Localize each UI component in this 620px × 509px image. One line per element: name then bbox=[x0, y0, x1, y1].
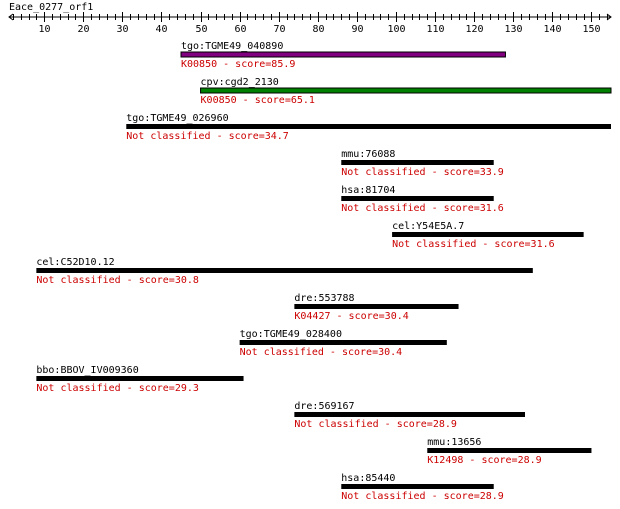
hit-classification-label[interactable]: Not classified - score=34.7 bbox=[126, 131, 289, 142]
hit-name[interactable]: tgo:TGME49_026960 bbox=[126, 113, 228, 124]
hit-bar[interactable] bbox=[36, 268, 533, 273]
hit-name[interactable]: mmu:13656 bbox=[427, 437, 481, 448]
hit-row[interactable]: cel:C52D10.12 Not classified - score=30.8 bbox=[36, 257, 533, 286]
hits-list: tgo:TGME49_040890 K00850 - score=85.9 cpv:… bbox=[36, 41, 612, 502]
ruler-tick-label: 30 bbox=[116, 24, 128, 35]
hit-row[interactable]: tgo:TGME49_040890 K00850 - score=85.9 bbox=[180, 41, 506, 70]
hit-row[interactable]: hsa:81704 Not classified - score=31.6 bbox=[341, 185, 504, 214]
hit-name[interactable]: cel:C52D10.12 bbox=[36, 257, 114, 268]
hit-row[interactable]: tgo:TGME49_028400 Not classified - score=… bbox=[239, 329, 447, 358]
ruler-tick-label: 110 bbox=[426, 24, 444, 35]
hit-name[interactable]: cel:Y54E5A.7 bbox=[392, 221, 464, 232]
ruler-tick-label: 130 bbox=[504, 24, 522, 35]
hit-name[interactable]: tgo:TGME49_040890 bbox=[181, 41, 283, 52]
hit-name[interactable]: cpv:cgd2_2130 bbox=[201, 77, 279, 88]
hit-classification-label[interactable]: Not classified - score=28.9 bbox=[341, 491, 504, 502]
ruler: 10 20 30 40 50 60 70 80 90 100 110 120 130 140 150 bbox=[8, 12, 612, 35]
ruler-arrow-left-icon bbox=[8, 13, 14, 21]
hit-name[interactable]: bbo:BBOV_IV009360 bbox=[36, 365, 138, 376]
hit-bar[interactable] bbox=[239, 340, 447, 345]
hit-classification-label[interactable]: Not classified - score=33.9 bbox=[341, 167, 504, 178]
hit-name[interactable]: dre:553788 bbox=[294, 293, 354, 304]
hit-bar[interactable] bbox=[36, 376, 244, 381]
hit-row[interactable]: cel:Y54E5A.7 Not classified - score=31.6 bbox=[392, 221, 584, 250]
hit-name[interactable]: mmu:76088 bbox=[341, 149, 395, 160]
ruler-tick-label: 60 bbox=[234, 24, 246, 35]
ruler-tick-label: 70 bbox=[273, 24, 285, 35]
ruler-tick-label: 10 bbox=[38, 24, 50, 35]
hit-bar[interactable] bbox=[126, 124, 611, 129]
hit-classification-label[interactable]: Not classified - score=29.3 bbox=[36, 383, 199, 394]
ruler-tick-label: 140 bbox=[543, 24, 561, 35]
hit-bar[interactable] bbox=[180, 51, 506, 58]
query-title: Eace_0277_orf1 bbox=[9, 2, 93, 13]
hit-name[interactable]: tgo:TGME49_028400 bbox=[240, 329, 342, 340]
ruler-tick-label: 20 bbox=[77, 24, 89, 35]
hit-bar[interactable] bbox=[392, 232, 584, 237]
hit-bar[interactable] bbox=[341, 160, 494, 165]
hit-name[interactable]: dre:569167 bbox=[294, 401, 354, 412]
hit-classification-label[interactable]: Not classified - score=31.6 bbox=[341, 203, 504, 214]
hit-row[interactable]: mmu:13656 K12498 - score=28.9 bbox=[427, 437, 592, 466]
hit-row[interactable]: tgo:TGME49_026960 Not classified - score=… bbox=[126, 113, 611, 142]
hit-classification-label[interactable]: K00850 - score=85.9 bbox=[181, 59, 295, 70]
hit-row[interactable]: bbo:BBOV_IV009360 Not classified - score=… bbox=[36, 365, 244, 394]
hit-bar[interactable] bbox=[200, 87, 612, 94]
hit-bar[interactable] bbox=[341, 196, 494, 201]
ruler-tick-label: 40 bbox=[155, 24, 167, 35]
hit-bar[interactable] bbox=[294, 412, 525, 417]
hit-row[interactable]: dre:569167 Not classified - score=28.9 bbox=[294, 401, 525, 430]
hit-bar[interactable] bbox=[294, 304, 459, 309]
hit-classification-label[interactable]: Not classified - score=30.8 bbox=[36, 275, 199, 286]
hit-name[interactable]: hsa:81704 bbox=[341, 185, 395, 196]
hit-row[interactable]: mmu:76088 Not classified - score=33.9 bbox=[341, 149, 504, 178]
hit-classification-label[interactable]: Not classified - score=31.6 bbox=[392, 239, 555, 250]
hit-bar[interactable] bbox=[427, 448, 592, 453]
hit-bar[interactable] bbox=[341, 484, 494, 489]
hit-classification-label[interactable]: K12498 - score=28.9 bbox=[427, 455, 541, 466]
hit-classification-label[interactable]: Not classified - score=30.4 bbox=[240, 347, 403, 358]
ruler-tick-label: 150 bbox=[582, 24, 600, 35]
hit-row[interactable]: dre:553788 K04427 - score=30.4 bbox=[294, 293, 459, 322]
ruler-arrow-right-icon bbox=[606, 13, 612, 21]
ruler-tick-label: 90 bbox=[351, 24, 363, 35]
ruler-tick-label: 120 bbox=[465, 24, 483, 35]
ruler-tick-label: 50 bbox=[195, 24, 207, 35]
ruler-tick-label: 100 bbox=[387, 24, 405, 35]
hit-row[interactable]: hsa:85440 Not classified - score=28.9 bbox=[341, 473, 504, 502]
hit-classification-label[interactable]: K04427 - score=30.4 bbox=[294, 311, 408, 322]
ruler-tick-label: 80 bbox=[312, 24, 324, 35]
hit-classification-label[interactable]: K00850 - score=65.1 bbox=[201, 95, 315, 106]
hit-classification-label[interactable]: Not classified - score=28.9 bbox=[294, 419, 457, 430]
hit-name[interactable]: hsa:85440 bbox=[341, 473, 395, 484]
hit-row[interactable]: cpv:cgd2_2130 K00850 - score=65.1 bbox=[200, 77, 612, 106]
